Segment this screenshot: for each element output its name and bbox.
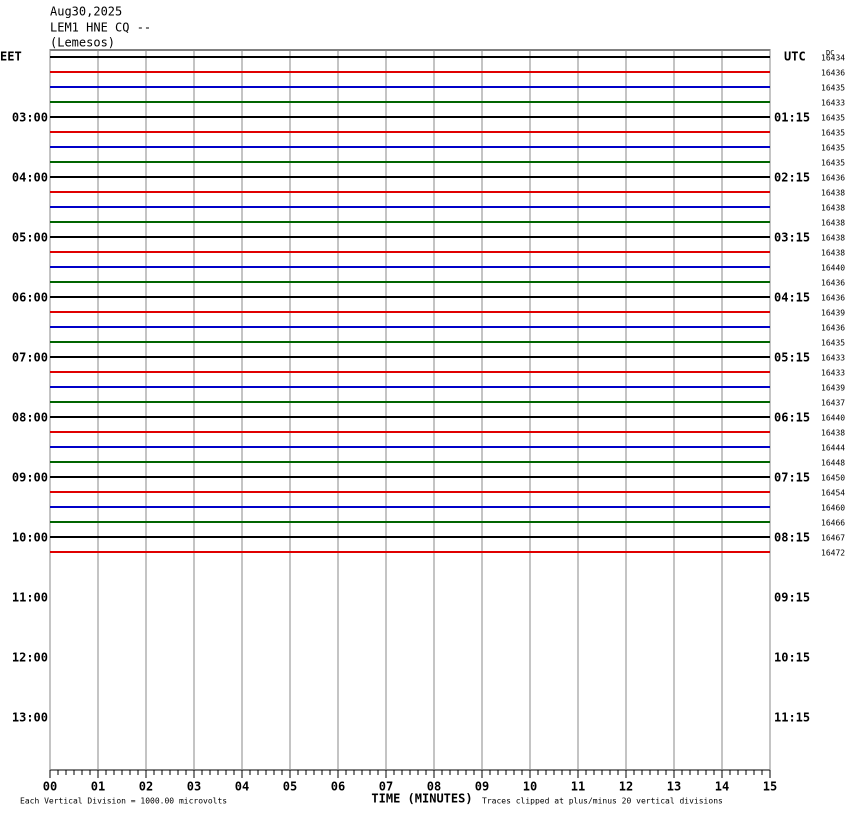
- dc-value: 16435: [821, 339, 845, 348]
- dc-value: 16436: [821, 279, 845, 288]
- x-tick-label: 13: [667, 780, 681, 794]
- dc-value: 16436: [821, 174, 845, 183]
- dc-value: 16433: [821, 369, 845, 378]
- dc-label: DC: [826, 49, 834, 57]
- dc-value: 16438: [821, 249, 845, 258]
- dc-value: 16438: [821, 189, 845, 198]
- dc-value: 16472: [821, 549, 845, 558]
- left-time-label: 08:00: [12, 411, 48, 425]
- x-tick-label: 12: [619, 780, 633, 794]
- dc-value: 16435: [821, 129, 845, 138]
- dc-value: 16467: [821, 534, 845, 543]
- dc-value: 16438: [821, 204, 845, 213]
- x-tick-label: 02: [139, 780, 153, 794]
- x-tick-label: 15: [763, 780, 777, 794]
- left-time-label: 07:00: [12, 351, 48, 365]
- dc-value: 16435: [821, 114, 845, 123]
- right-time-label: 11:15: [774, 711, 810, 725]
- x-tick-label: 04: [235, 780, 249, 794]
- x-tick-label: 14: [715, 780, 729, 794]
- right-time-label: 05:15: [774, 351, 810, 365]
- x-tick-label: 08: [427, 780, 441, 794]
- clip-note: Traces clipped at plus/minus 20 vertical…: [482, 797, 723, 806]
- x-tick-label: 01: [91, 780, 105, 794]
- left-time-label: 06:00: [12, 291, 48, 305]
- station: LEM1 HNE CQ --: [50, 21, 151, 35]
- dc-value: 16440: [821, 264, 845, 273]
- dc-value: 16435: [821, 144, 845, 153]
- left-time-label: 09:00: [12, 471, 48, 485]
- dc-value: 16435: [821, 159, 845, 168]
- dc-value: 16440: [821, 414, 845, 423]
- left-time-label: 12:00: [12, 651, 48, 665]
- x-tick-label: 03: [187, 780, 201, 794]
- left-time-label: 03:00: [12, 111, 48, 125]
- right-time-label: 02:15: [774, 171, 810, 185]
- dc-value: 16437: [821, 399, 845, 408]
- dc-value: 16436: [821, 69, 845, 78]
- dc-value: 16460: [821, 504, 845, 513]
- left-time-label: 04:00: [12, 171, 48, 185]
- right-time-label: 01:15: [774, 111, 810, 125]
- right-time-label: 04:15: [774, 291, 810, 305]
- right-time-label: 03:15: [774, 231, 810, 245]
- dc-value: 16444: [821, 444, 845, 453]
- dc-value: 16436: [821, 294, 845, 303]
- dc-value: 16466: [821, 519, 845, 528]
- right-time-label: 06:15: [774, 411, 810, 425]
- right-time-label: 08:15: [774, 531, 810, 545]
- dc-value: 16439: [821, 309, 845, 318]
- left-time-label: 05:00: [12, 231, 48, 245]
- left-zone: EET: [0, 50, 22, 64]
- dc-value: 16438: [821, 234, 845, 243]
- dc-value: 16454: [821, 489, 845, 498]
- dc-value: 16439: [821, 384, 845, 393]
- x-tick-label: 09: [475, 780, 489, 794]
- date: Aug30,2025: [50, 5, 122, 19]
- left-time-label: 11:00: [12, 591, 48, 605]
- x-tick-label: 10: [523, 780, 537, 794]
- x-tick-label: 05: [283, 780, 297, 794]
- dc-value: 16450: [821, 474, 845, 483]
- dc-value: 16434: [821, 54, 845, 63]
- scale-note: Each Vertical Division = 1000.00 microvo…: [20, 797, 227, 806]
- x-tick-label: 11: [571, 780, 585, 794]
- right-zone: UTC: [784, 50, 806, 64]
- right-time-label: 09:15: [774, 591, 810, 605]
- x-tick-label: 07: [379, 780, 393, 794]
- dc-value: 16438: [821, 219, 845, 228]
- x-tick-label: 06: [331, 780, 345, 794]
- right-time-label: 07:15: [774, 471, 810, 485]
- dc-value: 16433: [821, 354, 845, 363]
- x-tick-label: 00: [43, 780, 57, 794]
- location: (Lemesos): [50, 36, 115, 50]
- left-time-label: 13:00: [12, 711, 48, 725]
- left-time-label: 10:00: [12, 531, 48, 545]
- dc-value: 16438: [821, 429, 845, 438]
- right-time-label: 10:15: [774, 651, 810, 665]
- dc-value: 16436: [821, 324, 845, 333]
- dc-value: 16433: [821, 99, 845, 108]
- dc-value: 16448: [821, 459, 845, 468]
- x-label: TIME (MINUTES): [371, 792, 472, 806]
- dc-value: 16435: [821, 84, 845, 93]
